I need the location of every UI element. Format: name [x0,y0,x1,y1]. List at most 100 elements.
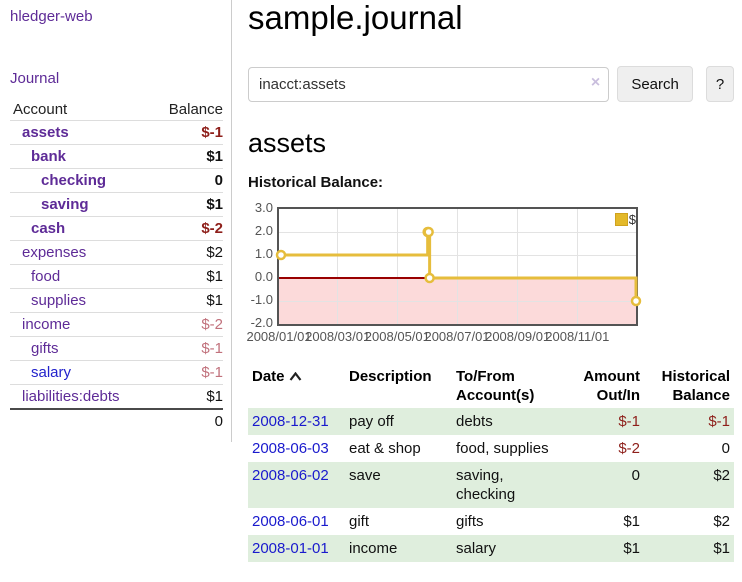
y-axis-tick-label: 1.0 [254,246,273,261]
transaction-description: gift [349,513,370,530]
register-row: 2008-06-02 save saving, checking 0 $2 [248,462,734,508]
sort-ascending-icon [289,371,301,381]
column-header-balance: Historical Balance [661,368,730,404]
chart-plot-area: $ [275,207,642,326]
account-link[interactable]: income [22,316,71,333]
transaction-date-link[interactable]: 2008-06-02 [252,467,329,484]
y-axis-tick-label: 2.0 [254,223,273,238]
sidebar: hledger-web Journal Account Balance asse… [0,0,232,442]
transaction-amount: $-2 [618,440,640,457]
x-axis-tick-label: 2008/05/01 [364,329,430,344]
accounts-table-header: Account Balance [10,99,223,120]
x-axis-tick-label: 2008/11/01 [545,329,610,344]
help-button[interactable]: ? [706,66,734,102]
account-row-liabilities-debts: liabilities:debts $1 [10,384,223,408]
transaction-description: pay off [349,413,394,430]
transaction-description: save [349,467,381,484]
register-row: 2008-06-01 gift gifts $1 $2 [248,508,734,535]
search-box: × [248,66,610,102]
transaction-amount: $1 [623,540,640,557]
y-axis-tick-label: -1.0 [250,292,273,307]
account-row-cash: cash $-2 [10,216,223,240]
account-link[interactable]: assets [22,124,69,141]
account-row-expenses: expenses $2 [10,240,223,264]
account-balance: $1 [206,268,223,285]
y-axis-tick-label: 3.0 [254,200,273,215]
data-point-marker [423,226,434,238]
search-input[interactable] [248,66,610,102]
balance-series-line [275,226,642,307]
transaction-balance: $2 [713,467,730,484]
x-axis-tick-label: 2008/09/01 [485,329,551,344]
transaction-date-link[interactable]: 2008-06-01 [252,513,329,530]
clear-search-icon[interactable]: × [590,73,601,91]
column-header-date[interactable]: Date [248,364,345,408]
transaction-date-link[interactable]: 2008-01-01 [252,540,329,557]
chart-title: Historical Balance: [248,174,384,191]
register-header-row: Date Description To/From Account(s) Amou… [248,364,734,408]
account-row-food: food $1 [10,264,223,288]
column-header-accounts: To/From Account(s) [456,368,535,404]
account-row-supplies: supplies $1 [10,288,223,312]
account-balance: $-1 [201,364,223,381]
account-row-bank: bank $1 [10,144,223,168]
balance-column-header: Balance [168,101,223,118]
transaction-accounts: debts [456,413,493,430]
x-axis-tick-label: 2008/01/01 [246,329,312,344]
account-link[interactable]: checking [41,172,107,189]
account-link[interactable]: supplies [31,292,87,309]
transaction-description: eat & shop [349,440,421,457]
account-row-gifts: gifts $-1 [10,336,223,360]
data-point-marker [424,272,435,284]
transaction-accounts: food, supplies [456,440,549,457]
y-axis-tick-label: -2.0 [250,315,273,330]
account-row-salary: salary $-1 [10,360,223,384]
nav-journal-link[interactable]: Journal [10,70,60,87]
transaction-balance: 0 [721,440,730,457]
register-table: Date Description To/From Account(s) Amou… [248,364,734,562]
account-heading: assets [248,128,327,158]
transaction-balance: $2 [713,513,730,530]
x-axis-tick-label: 2008/07/01 [424,329,490,344]
chart-legend: $ [614,212,636,227]
transaction-description: income [349,540,398,557]
data-point-marker [275,249,287,261]
accounts-total-row: 0 [10,408,223,433]
x-axis-tick-label: 2008/03/01 [305,329,371,344]
data-point-marker [630,295,642,307]
search-button[interactable]: Search [617,66,694,102]
account-balance: $2 [206,244,223,261]
transaction-accounts: salary [456,540,497,557]
main-content: sample.journal × Search ? assets Histori… [246,0,734,562]
account-balance: $-2 [201,316,223,333]
account-balance: 0 [214,172,223,189]
account-link[interactable]: saving [41,196,89,213]
account-balance: $1 [206,148,223,165]
account-link[interactable]: gifts [31,340,59,357]
account-link[interactable]: expenses [22,244,87,261]
account-balance: $-1 [201,124,223,141]
account-balance: $-1 [201,340,223,357]
account-link[interactable]: liabilities:debts [22,388,120,405]
legend-label: $ [628,212,636,227]
account-balance: $1 [206,292,223,309]
search-bar: × Search ? [248,66,734,102]
y-axis-tick-label: 0.0 [254,269,273,284]
transaction-balance: $1 [713,540,730,557]
account-link[interactable]: salary [31,364,72,381]
account-link[interactable]: food [31,268,61,285]
account-link[interactable]: cash [31,220,66,237]
historical-balance-chart: $ 3.0 2.0 1.0 0.0 -1.0 -2.0 2008/01/01 2008/03/… [246,200,734,347]
transaction-date-link[interactable]: 2008-06-03 [252,440,329,457]
account-link[interactable]: bank [31,148,67,165]
transaction-amount: $1 [623,513,640,530]
transaction-accounts: saving, checking [456,467,516,503]
register-row: 2008-06-03 eat & shop food, supplies $-2… [248,435,734,462]
brand-link[interactable]: hledger-web [10,8,93,25]
transaction-amount: 0 [631,467,640,484]
register-row: 2008-12-31 pay off debts $-1 $-1 [248,408,734,435]
transaction-date-link[interactable]: 2008-12-31 [252,413,329,430]
transaction-accounts: gifts [456,513,484,530]
transaction-amount: $-1 [618,413,640,430]
column-header-amount: Amount Out/In [583,368,640,404]
